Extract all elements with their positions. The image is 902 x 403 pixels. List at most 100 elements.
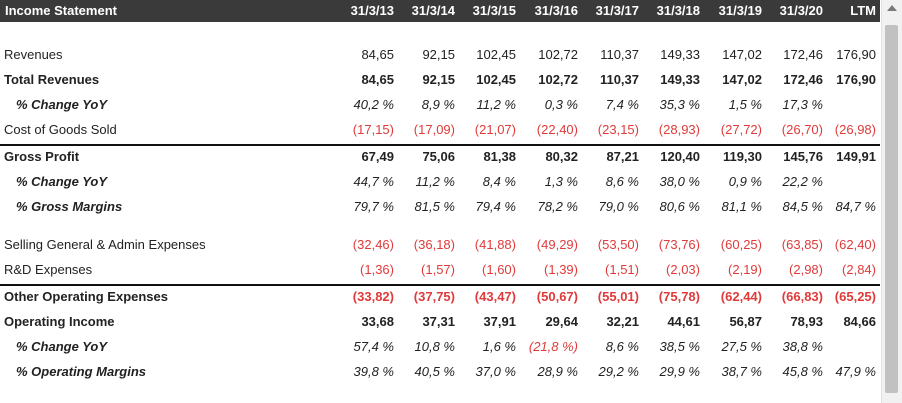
row-label: Total Revenues xyxy=(4,72,100,87)
table-cell: 81,5 % xyxy=(414,199,455,214)
table-cell: (53,50) xyxy=(597,237,639,252)
table-cell: 8,6 % xyxy=(605,339,639,354)
table-cell: (36,18) xyxy=(413,237,455,252)
table-cell: 29,64 xyxy=(545,314,578,329)
table-cell: 38,0 % xyxy=(659,174,700,189)
table-cell: 44,61 xyxy=(667,314,700,329)
table-cell: (2,98) xyxy=(789,262,823,277)
column-header: 31/3/20 xyxy=(779,3,823,18)
table-row: R&D Expenses (1,36) (1,57) (1,60) (1,39) (1,5… xyxy=(0,260,880,280)
table-cell: (65,25) xyxy=(834,289,876,304)
table-cell: (1,60) xyxy=(482,262,516,277)
row-label: Other Operating Expenses xyxy=(4,289,168,304)
table-cell: 120,40 xyxy=(660,149,700,164)
table-cell: 37,0 % xyxy=(475,364,516,379)
table-cell: 80,6 % xyxy=(659,199,700,214)
column-header: 31/3/16 xyxy=(534,3,578,18)
table-cell: 102,72 xyxy=(538,72,578,87)
table-cell: (32,46) xyxy=(352,237,394,252)
row-label: Operating Income xyxy=(4,314,115,329)
vertical-scrollbar[interactable] xyxy=(881,0,902,403)
table-cell: 39,8 % xyxy=(353,364,394,379)
table-header: Income Statement 31/3/13 31/3/14 31/3/15 31… xyxy=(0,0,880,22)
table-cell: (22,40) xyxy=(536,122,578,137)
table-cell: 87,21 xyxy=(606,149,639,164)
table-cell: 47,9 % xyxy=(835,364,876,379)
table-row: % Change YoY 57,4 % 10,8 % 1,6 % (21,8 %) 8,6… xyxy=(0,337,880,357)
table-cell: 84,5 % xyxy=(782,199,823,214)
table-cell: 81,38 xyxy=(483,149,516,164)
row-label: Cost of Goods Sold xyxy=(4,122,117,137)
table-cell: (27,72) xyxy=(720,122,762,137)
table-row: % Change YoY 40,2 % 8,9 % 11,2 % 0,3 % 7,4 % 3… xyxy=(0,95,880,115)
table-cell: 84,7 % xyxy=(835,199,876,214)
column-header: 31/3/18 xyxy=(656,3,700,18)
table-cell: 102,45 xyxy=(476,72,516,87)
table-cell: (28,93) xyxy=(658,122,700,137)
table-cell: 84,65 xyxy=(361,47,394,62)
table-cell: 0,9 % xyxy=(728,174,762,189)
table-cell: (55,01) xyxy=(597,289,639,304)
table-cell: 45,8 % xyxy=(782,364,823,379)
table-cell: 38,7 % xyxy=(721,364,762,379)
table-cell: 92,15 xyxy=(422,47,455,62)
table-cell: 92,15 xyxy=(422,72,455,87)
table-row: Gross Profit 67,49 75,06 81,38 80,32 87,21 120… xyxy=(0,147,880,167)
table-cell: 172,46 xyxy=(783,47,823,62)
table-cell: 79,0 % xyxy=(598,199,639,214)
table-cell: (2,03) xyxy=(666,262,700,277)
table-cell: 80,32 xyxy=(545,149,578,164)
table-cell: (2,19) xyxy=(728,262,762,277)
table-cell: 176,90 xyxy=(836,72,876,87)
row-label: % Change YoY xyxy=(16,97,108,112)
table-cell: 78,2 % xyxy=(537,199,578,214)
table-row: % Operating Margins 39,8 % 40,5 % 37,0 % 28,… xyxy=(0,362,880,382)
table-cell: 81,1 % xyxy=(721,199,762,214)
row-label: % Change YoY xyxy=(16,339,108,354)
table-cell: (50,67) xyxy=(536,289,578,304)
table-row: % Change YoY 44,7 % 11,2 % 8,4 % 1,3 % 8,6 % 3… xyxy=(0,172,880,192)
table-cell: 40,2 % xyxy=(353,97,394,112)
table-cell: 149,91 xyxy=(836,149,876,164)
table-cell: 33,68 xyxy=(361,314,394,329)
scroll-up-arrow-icon[interactable] xyxy=(887,5,897,11)
table-cell: 149,33 xyxy=(660,47,700,62)
table-cell: (63,85) xyxy=(781,237,823,252)
table-cell: 67,49 xyxy=(361,149,394,164)
column-header: 31/3/15 xyxy=(472,3,516,18)
table-cell: (1,36) xyxy=(360,262,394,277)
table-cell: 40,5 % xyxy=(414,364,455,379)
table-cell: (17,09) xyxy=(413,122,455,137)
table-cell: 147,02 xyxy=(722,72,762,87)
column-header: 31/3/14 xyxy=(411,3,455,18)
table-cell: 84,65 xyxy=(361,72,394,87)
table-cell: 1,5 % xyxy=(728,97,762,112)
table-cell: 32,21 xyxy=(606,314,639,329)
table-cell: 56,87 xyxy=(729,314,762,329)
row-label: Selling General & Admin Expenses xyxy=(4,237,206,252)
table-cell: 176,90 xyxy=(836,47,876,62)
table-cell: 84,66 xyxy=(843,314,876,329)
table-cell: (23,15) xyxy=(597,122,639,137)
table-row: Cost of Goods Sold (17,15) (17,09) (21,07) (… xyxy=(0,120,880,140)
table-cell: (26,70) xyxy=(781,122,823,137)
scrollbar-thumb[interactable] xyxy=(885,25,898,393)
table-cell: 28,9 % xyxy=(537,364,578,379)
column-header: 31/3/13 xyxy=(350,3,394,18)
table-cell: 22,2 % xyxy=(782,174,823,189)
table-cell: (49,29) xyxy=(536,237,578,252)
table-cell: 110,37 xyxy=(599,72,639,87)
table-row: Selling General & Admin Expenses (32,46) (… xyxy=(0,235,880,255)
table-cell: (62,40) xyxy=(834,237,876,252)
row-label: Revenues xyxy=(4,47,63,62)
income-statement-table: Income Statement 31/3/13 31/3/14 31/3/15 31… xyxy=(0,0,880,382)
table-cell: (26,98) xyxy=(834,122,876,137)
table-cell: (66,83) xyxy=(781,289,823,304)
table-cell: 0,3 % xyxy=(544,97,578,112)
section-divider xyxy=(0,284,880,286)
table-cell: 75,06 xyxy=(422,149,455,164)
table-cell: 78,93 xyxy=(790,314,823,329)
table-cell: 102,45 xyxy=(476,47,516,62)
column-header: 31/3/19 xyxy=(718,3,762,18)
row-label: % Operating Margins xyxy=(16,364,147,379)
